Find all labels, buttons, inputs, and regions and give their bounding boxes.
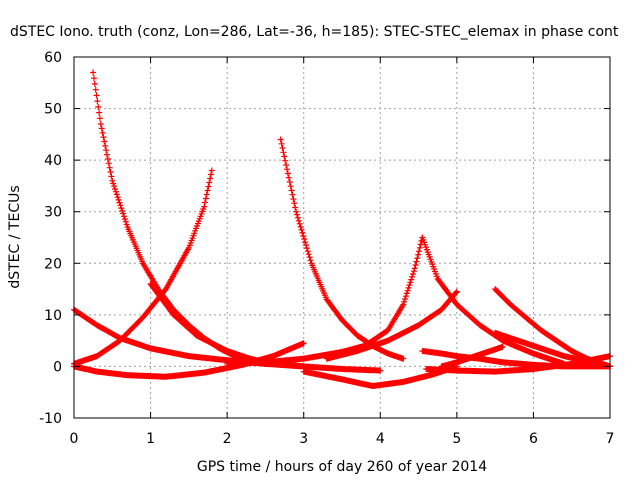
x-tick-label: 1 [146,431,155,447]
x-axis-label: GPS time / hours of day 260 of year 2014 [197,459,487,475]
y-tick-label: 60 [44,50,62,66]
x-tick-label: 2 [223,431,232,447]
chart-title: dSTEC Iono. truth (conz, Lon=286, Lat=-3… [10,24,619,40]
y-tick-label: 30 [44,205,62,221]
y-tick-label: 50 [44,102,62,118]
x-tick-label: 0 [70,431,79,447]
y-tick-label: 20 [44,256,62,272]
x-tick-label: 3 [299,431,308,447]
x-tick-label: 7 [606,431,615,447]
marker-path [438,343,506,370]
series-pass-14 [423,353,613,375]
marker-path [423,353,613,375]
x-tick-label: 5 [452,431,461,447]
series-pass-10 [323,288,460,362]
series-pass-5 [147,280,307,370]
series-pass-15 [438,343,506,370]
y-tick-label: 0 [53,359,62,375]
x-tick-label: 4 [376,431,385,447]
tick-labels: 0 1 2 3 4 5 6 7 -10 0 10 20 30 40 50 60 [39,50,614,447]
x-tick-label: 6 [529,431,538,447]
marker-path [323,288,460,362]
marker-path [147,280,307,370]
y-axis-label: dSTEC / TECUs [7,185,23,288]
y-tick-label: -10 [39,411,62,427]
y-tick-label: 10 [44,308,62,324]
data-points [71,69,613,389]
ticks [73,56,611,419]
y-tick-label: 40 [44,153,62,169]
plot-frame [73,56,611,419]
